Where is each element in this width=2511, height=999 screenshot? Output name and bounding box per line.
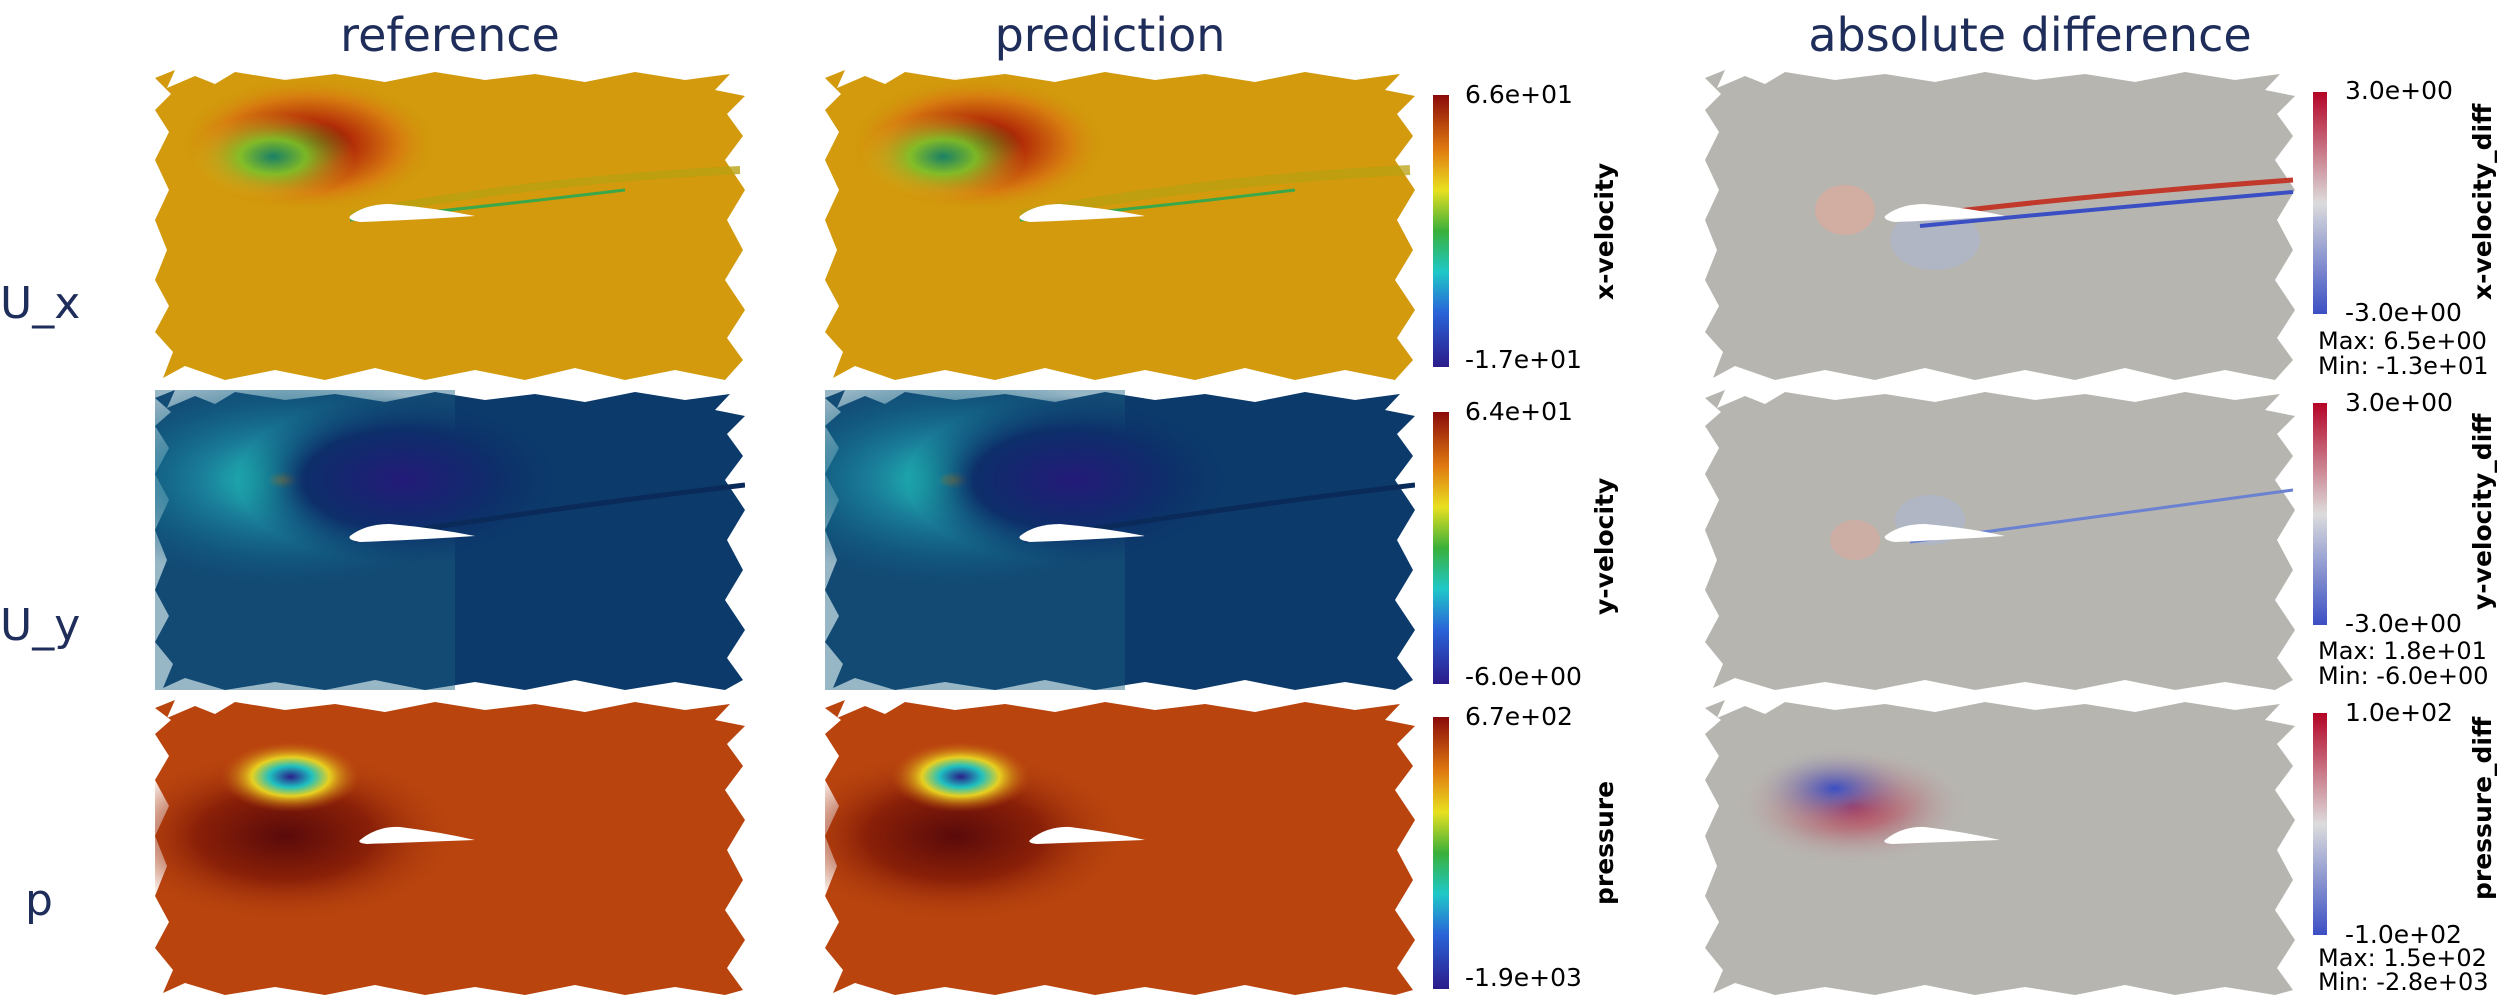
row-label-uy: U_y [0,600,81,651]
field-ux-difference [1705,70,2295,380]
colorbar-y-velocity-diff-title: y-velocity_diff [2468,413,2497,610]
colorbar-y-velocity-max: 6.4e+01 [1465,397,1573,426]
field-uy-prediction [825,390,1415,690]
colorbar-x-velocity-title: x-velocity [1590,162,1619,300]
field-ux-prediction [825,70,1415,380]
field-p-difference [1705,700,2295,995]
colorbar-pressure-diff [2313,713,2327,935]
colorbar-y-velocity-diff-min: -3.0e+00 [2345,609,2462,638]
colorbar-pressure-diff-title: pressure_diff [2468,716,2497,900]
colorbar-x-velocity-diff [2313,92,2327,314]
colorbar-x-velocity-min: -1.7e+01 [1465,345,1582,374]
column-title-prediction: prediction [994,8,1226,62]
stat-y-velocity-min: Min: -6.0e+00 [2318,662,2489,690]
row-label-p: p [25,875,53,926]
column-title-reference: reference [340,8,560,62]
field-ux-reference [155,70,745,380]
stat-y-velocity-max: Max: 1.8e+01 [2318,637,2487,665]
colorbar-pressure-max: 6.7e+02 [1465,702,1573,731]
stat-pressure-min: Min: -2.8e+03 [2318,968,2489,996]
colorbar-pressure-diff-min: -1.0e+02 [2345,920,2462,949]
field-p-reference [155,700,745,995]
colorbar-pressure-min: -1.9e+03 [1465,963,1582,992]
colorbar-x-velocity-diff-min: -3.0e+00 [2345,298,2462,327]
colorbar-y-velocity-title: y-velocity [1590,477,1619,615]
colorbar-pressure [1433,717,1449,989]
colorbar-y-velocity-min: -6.0e+00 [1465,662,1582,691]
stat-x-velocity-max: Max: 6.5e+00 [2318,327,2487,355]
colorbar-y-velocity-diff [2313,403,2327,625]
colorbar-x-velocity [1433,95,1449,367]
colorbar-x-velocity-diff-title: x-velocity_diff [2468,103,2497,300]
stat-pressure-max: Max: 1.5e+02 [2318,944,2487,972]
row-label-ux: U_x [0,278,81,329]
colorbar-x-velocity-diff-max: 3.0e+00 [2345,76,2453,105]
column-title-absolute-difference: absolute difference [1808,8,2252,62]
colorbar-y-velocity [1433,412,1449,684]
field-p-prediction [825,700,1415,995]
colorbar-pressure-diff-max: 1.0e+02 [2345,698,2453,727]
stat-x-velocity-min: Min: -1.3e+01 [2318,352,2489,380]
field-uy-difference [1705,390,2295,690]
colorbar-pressure-title: pressure [1590,780,1619,905]
colorbar-y-velocity-diff-max: 3.0e+00 [2345,388,2453,417]
colorbar-x-velocity-max: 6.6e+01 [1465,80,1573,109]
field-uy-reference [155,390,745,690]
